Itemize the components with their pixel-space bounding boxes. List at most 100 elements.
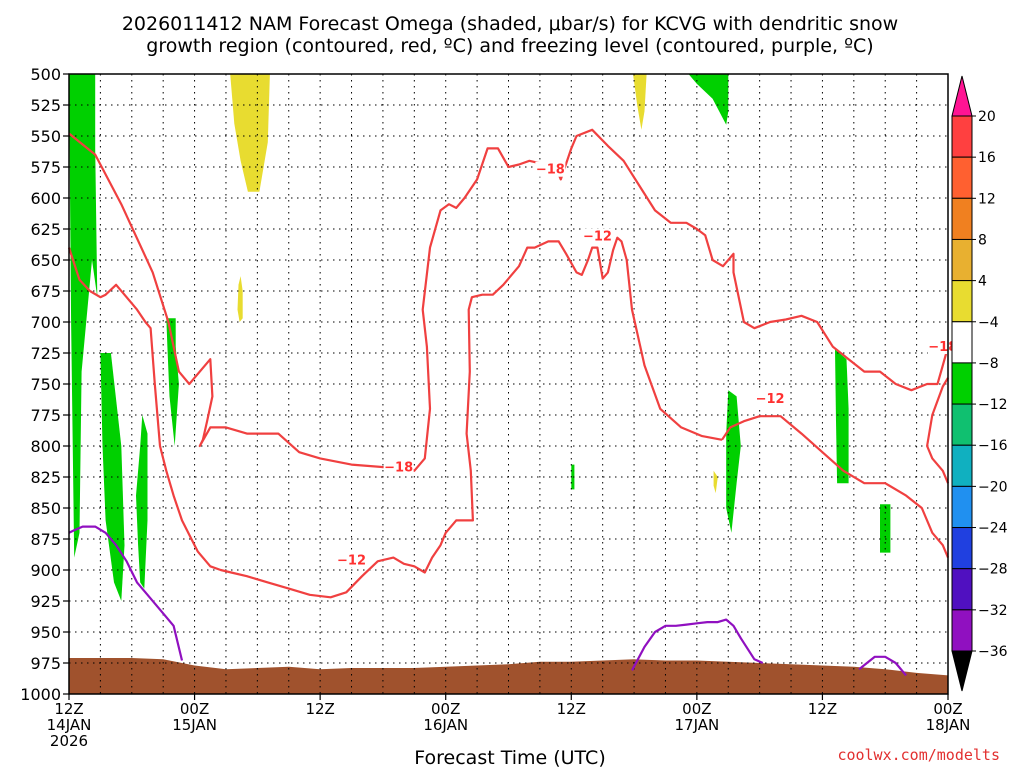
colorbar-bin: [951, 403, 973, 446]
colorbar-bottom-arrow: [951, 650, 973, 692]
colorbar-bin: [951, 485, 973, 529]
chart-title-line-1: 2026011412 NAM Forecast Omega (shaded, μ…: [122, 13, 898, 35]
omega-region-7: [835, 349, 849, 484]
y-tick-label: 750: [30, 375, 61, 394]
colorbar-bin: [951, 362, 973, 405]
contour-line-5: [68, 525, 184, 661]
colorbar-label: −28: [978, 562, 1008, 578]
omega-region-10: [237, 276, 243, 322]
chart-title-line-2: growth region (contoured, red, ºC) and f…: [146, 35, 873, 57]
colorbar-bin: [951, 115, 973, 158]
y-tick-label: 950: [30, 623, 61, 642]
omega-region-9: [230, 74, 270, 192]
contour-label-bg: [927, 339, 958, 355]
colorbar-label: −24: [978, 521, 1008, 537]
y-tick-label: 550: [30, 127, 61, 146]
contour-label-bg: [535, 161, 566, 177]
x-tick-label: 16JAN: [423, 716, 468, 734]
contour-label: −18: [384, 460, 413, 475]
x-tick-label: 15JAN: [172, 716, 217, 734]
contour-line-4: [721, 415, 950, 559]
colorbar-label: 16: [978, 150, 996, 166]
omega-region-8: [880, 504, 891, 553]
contour-labels-layer: −18 −18 −18 −12 −12 −12: [336, 161, 958, 568]
x-tick-label: 18JAN: [926, 716, 971, 734]
credit-text: coolwx.com/modelts: [837, 746, 1000, 764]
colorbar-bin: [951, 568, 973, 611]
dotted-grid: [69, 74, 948, 694]
y-tick-label: 675: [30, 282, 61, 301]
omega-region-4: [688, 74, 729, 125]
terrain-fill: [69, 658, 948, 694]
y-tick-label: 700: [30, 313, 61, 332]
colorbar-label: −32: [978, 603, 1008, 619]
y-axis-ticks: 500 525 550 575 600 625 650 675 700 725 750 775 800 8…: [20, 65, 69, 704]
contour-label: −12: [756, 392, 785, 407]
y-tick-label: 850: [30, 499, 61, 518]
y-tick-label: 975: [30, 654, 61, 673]
y-tick-label: 725: [30, 344, 61, 363]
y-tick-label: 800: [30, 437, 61, 456]
omega-region-5: [571, 464, 575, 490]
colorbar-bin: [951, 197, 973, 240]
omega-region-0: [69, 74, 98, 558]
contour-line-7: [858, 655, 907, 677]
x-axis-label: Forecast Time (UTC): [414, 747, 605, 768]
y-tick-label: 775: [30, 406, 61, 425]
colorbar-label: 4: [978, 274, 987, 290]
colorbar-label: −4: [978, 315, 999, 331]
y-tick-label: 1000: [20, 685, 61, 704]
y-tick-label: 625: [30, 220, 61, 239]
colorbar-label: 12: [978, 191, 996, 207]
y-tick-label: 875: [30, 530, 61, 549]
colorbar-label: −20: [978, 479, 1008, 495]
colorbar-bin: [951, 156, 973, 199]
x-tick-label: 00Z: [180, 700, 209, 718]
contour-line-0: [68, 132, 557, 472]
colorbar-label: −36: [978, 644, 1008, 660]
colorbar: 20 16 12 8 4 −4 −8 −12 −16 −20 −24 −28 −32 −36: [951, 75, 1008, 692]
x-tick-label: 2026: [50, 732, 88, 750]
x-tick-label: 00Z: [933, 700, 962, 718]
colorbar-bin: [951, 280, 973, 323]
contour-label-bg: [383, 459, 414, 475]
x-tick-label: 12Z: [808, 700, 837, 718]
omega-region-12: [713, 470, 718, 494]
contour-label-bg: [336, 552, 367, 568]
colorbar-label: 8: [978, 232, 987, 248]
colorbar-top-arrow: [951, 75, 973, 117]
omega-region-6: [726, 390, 741, 533]
y-tick-label: 900: [30, 561, 61, 580]
x-tick-label: 14JAN: [47, 716, 92, 734]
x-tick-label: 12Z: [305, 700, 334, 718]
colorbar-bin: [951, 527, 973, 570]
contour-lines-layer: [67, 128, 950, 677]
colorbar-bin: [951, 609, 973, 652]
colorbar-bin: [951, 238, 973, 282]
contour-label: −18: [536, 163, 565, 178]
y-tick-label: 650: [30, 251, 61, 270]
terrain-layer: [69, 658, 948, 694]
colorbar-label: −16: [978, 438, 1008, 454]
x-tick-label: 17JAN: [674, 716, 719, 734]
contour-line-2: [925, 377, 950, 484]
y-tick-label: 500: [30, 65, 61, 84]
x-tick-label: 12Z: [54, 700, 83, 718]
contour-label: −18: [928, 340, 957, 355]
contour-label: −12: [583, 230, 612, 245]
y-tick-label: 925: [30, 592, 61, 611]
x-tick-label: 00Z: [431, 700, 460, 718]
contour-label-bg: [755, 391, 786, 407]
contour-line-1: [554, 128, 950, 392]
colorbar-bin: [951, 321, 973, 364]
omega-region-11: [633, 74, 647, 130]
y-tick-label: 525: [30, 96, 61, 115]
colorbar-label: 20: [978, 109, 996, 125]
colorbar-bin: [951, 444, 973, 487]
omega-shading-layer: [69, 74, 891, 601]
contour-label: −12: [337, 553, 366, 568]
x-tick-label: 12Z: [557, 700, 586, 718]
omega-region-2: [136, 415, 148, 589]
